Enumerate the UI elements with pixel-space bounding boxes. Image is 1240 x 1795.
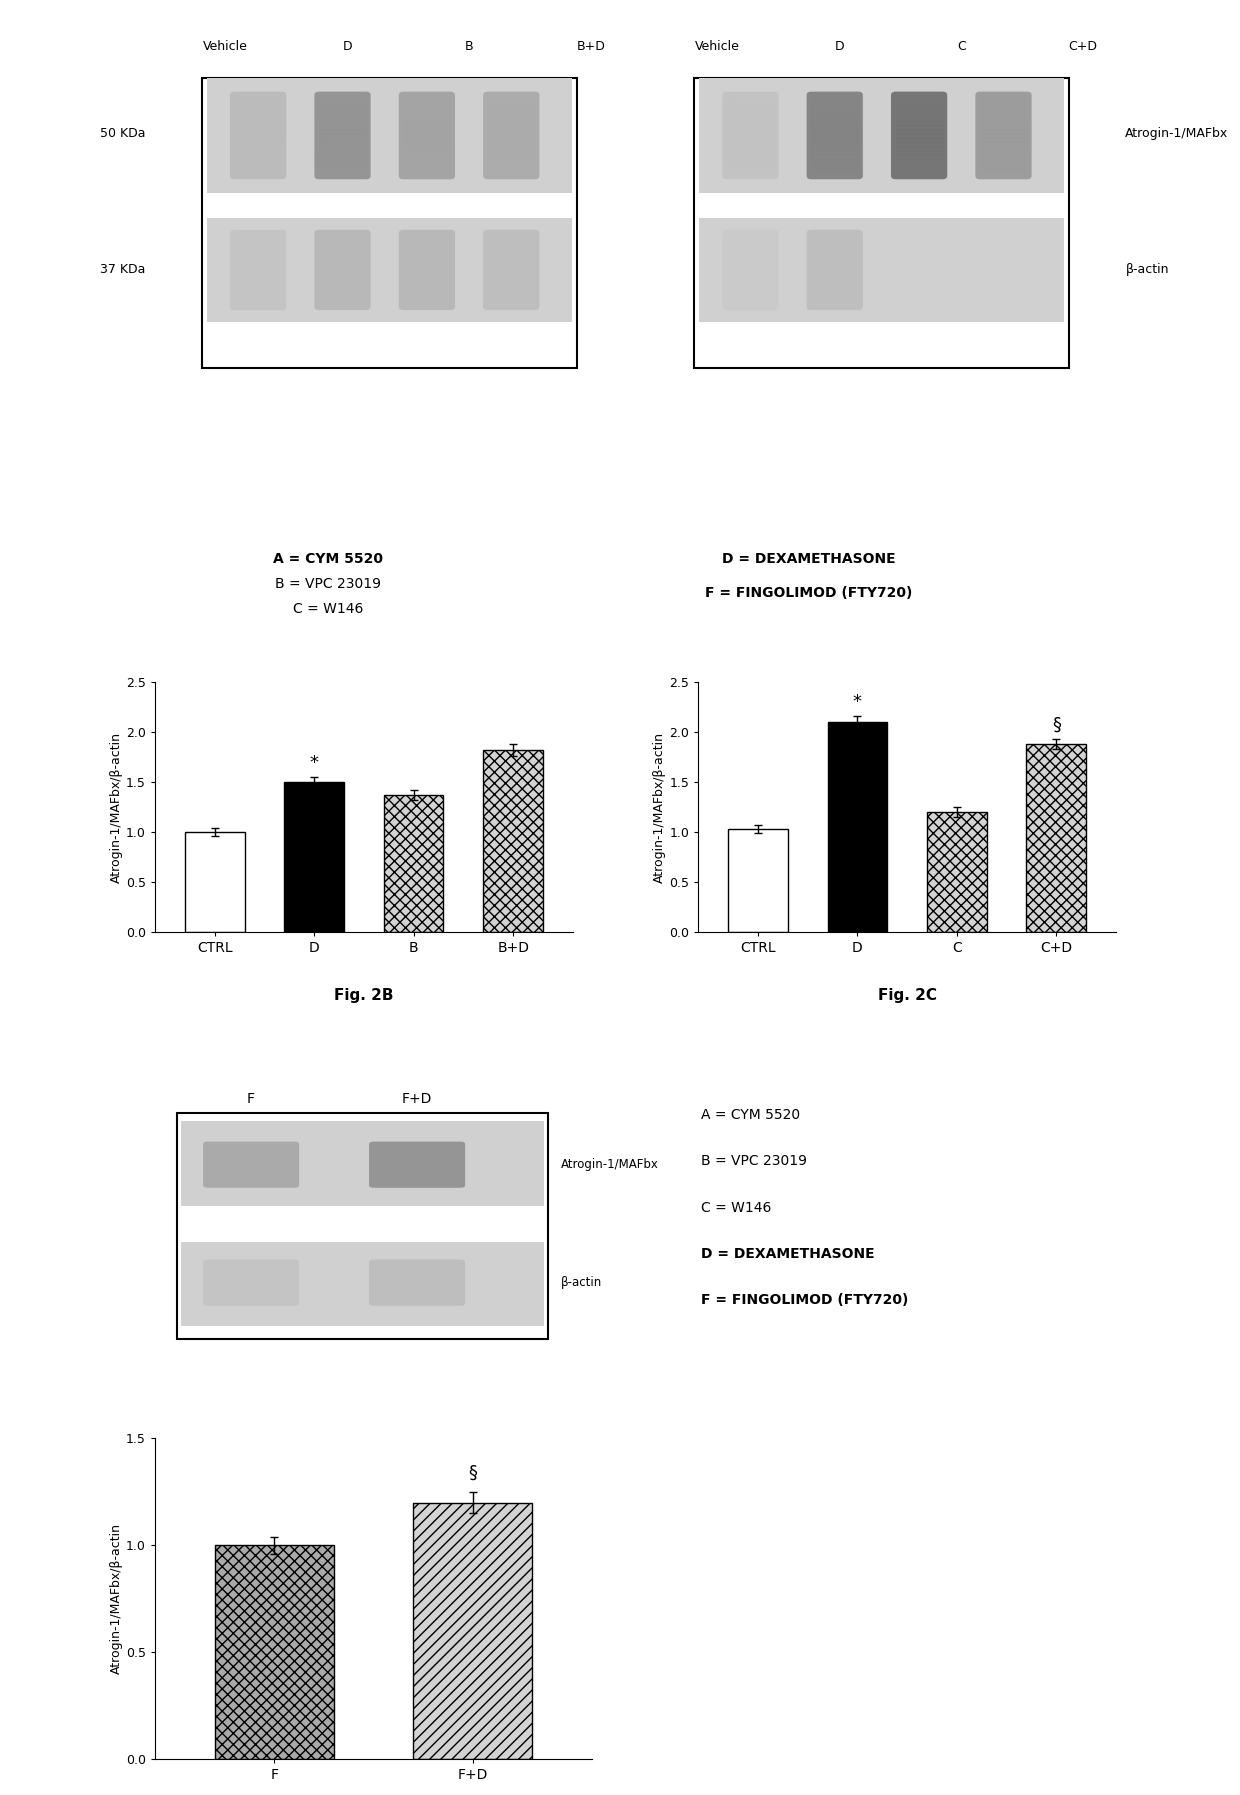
- Bar: [728, 829, 787, 932]
- Text: D = DEXAMETHASONE: D = DEXAMETHASONE: [722, 553, 895, 567]
- Y-axis label: Atrogin-1/MAFbx/β-actin: Atrogin-1/MAFbx/β-actin: [110, 732, 123, 883]
- Text: *: *: [853, 693, 862, 711]
- FancyBboxPatch shape: [315, 92, 371, 180]
- Text: F = FINGOLIMOD (FTY720): F = FINGOLIMOD (FTY720): [701, 1292, 909, 1307]
- Text: C = W146: C = W146: [293, 603, 363, 616]
- FancyBboxPatch shape: [484, 92, 539, 180]
- Bar: [1027, 743, 1086, 932]
- FancyBboxPatch shape: [399, 230, 455, 311]
- Bar: [185, 833, 244, 932]
- FancyBboxPatch shape: [370, 1142, 465, 1188]
- Bar: [177, 1113, 548, 1339]
- Bar: [484, 750, 543, 932]
- Bar: [413, 1502, 532, 1759]
- Text: Fig. 2C: Fig. 2C: [878, 987, 936, 1003]
- FancyBboxPatch shape: [203, 1260, 299, 1305]
- Bar: [181, 1242, 544, 1327]
- Text: D: D: [342, 39, 352, 54]
- Text: A = CYM 5520: A = CYM 5520: [273, 553, 383, 567]
- Text: B+D: B+D: [577, 39, 605, 54]
- Text: Vehicle: Vehicle: [203, 39, 248, 54]
- FancyBboxPatch shape: [399, 92, 455, 180]
- Text: Fig. 2B: Fig. 2B: [334, 987, 393, 1003]
- Bar: [215, 1545, 334, 1759]
- FancyBboxPatch shape: [892, 230, 947, 311]
- Text: 37 KDa: 37 KDa: [100, 264, 145, 276]
- Text: §: §: [469, 1463, 477, 1481]
- Text: F+D: F+D: [402, 1091, 433, 1106]
- FancyBboxPatch shape: [229, 230, 286, 311]
- FancyBboxPatch shape: [370, 1260, 465, 1305]
- Y-axis label: Atrogin-1/MAFbx/β-actin: Atrogin-1/MAFbx/β-actin: [653, 732, 666, 883]
- FancyBboxPatch shape: [976, 92, 1032, 180]
- Text: *: *: [310, 754, 319, 772]
- Text: 50 KDa: 50 KDa: [100, 127, 145, 140]
- Bar: [181, 1122, 544, 1206]
- Text: A = CYM 5520: A = CYM 5520: [701, 1108, 800, 1122]
- FancyBboxPatch shape: [806, 92, 863, 180]
- Bar: [827, 722, 887, 932]
- Text: β-actin: β-actin: [1126, 264, 1169, 276]
- Bar: [928, 811, 987, 932]
- FancyBboxPatch shape: [722, 230, 779, 311]
- Bar: [699, 77, 1064, 194]
- Text: §: §: [1052, 716, 1060, 734]
- Text: B = VPC 23019: B = VPC 23019: [701, 1154, 807, 1169]
- Text: C = W146: C = W146: [701, 1201, 771, 1215]
- Text: D: D: [835, 39, 844, 54]
- Text: F = FINGOLIMOD (FTY720): F = FINGOLIMOD (FTY720): [704, 585, 913, 600]
- Bar: [207, 217, 572, 323]
- Text: D = DEXAMETHASONE: D = DEXAMETHASONE: [701, 1248, 874, 1260]
- FancyBboxPatch shape: [229, 92, 286, 180]
- FancyBboxPatch shape: [976, 230, 1032, 311]
- Text: B = VPC 23019: B = VPC 23019: [275, 578, 381, 591]
- FancyBboxPatch shape: [806, 230, 863, 311]
- Bar: [284, 783, 343, 932]
- Text: Vehicle: Vehicle: [696, 39, 740, 54]
- FancyBboxPatch shape: [892, 92, 947, 180]
- FancyBboxPatch shape: [484, 230, 539, 311]
- FancyBboxPatch shape: [315, 230, 371, 311]
- Text: B: B: [465, 39, 474, 54]
- Y-axis label: Atrogin-1/MAFbx/β-actin: Atrogin-1/MAFbx/β-actin: [110, 1524, 123, 1675]
- Text: Atrogin-1/MAFbx: Atrogin-1/MAFbx: [562, 1158, 660, 1170]
- Bar: [384, 795, 444, 932]
- Text: C+D: C+D: [1069, 39, 1097, 54]
- Text: F: F: [247, 1091, 255, 1106]
- Text: β-actin: β-actin: [562, 1276, 603, 1289]
- FancyBboxPatch shape: [203, 1142, 299, 1188]
- Text: C: C: [957, 39, 966, 54]
- Bar: [694, 77, 1069, 368]
- Bar: [699, 217, 1064, 323]
- Bar: [207, 77, 572, 194]
- Bar: [202, 77, 577, 368]
- Text: Atrogin-1/MAFbx: Atrogin-1/MAFbx: [1126, 127, 1229, 140]
- FancyBboxPatch shape: [722, 92, 779, 180]
